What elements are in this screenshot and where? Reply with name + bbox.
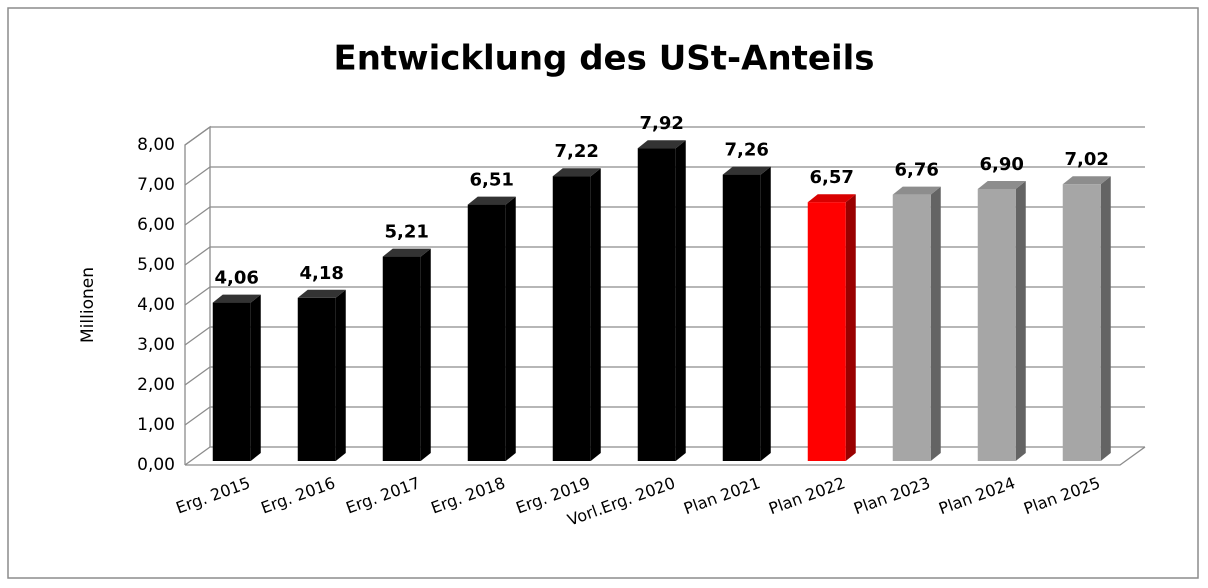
bar-side [590,168,601,461]
bar-side [335,289,346,461]
chart-title: Entwicklung des USt-Anteils [333,39,874,79]
value-label: 7,92 [640,113,684,134]
bar-top [382,248,431,257]
value-label: 7,26 [725,140,769,161]
value-label: 6,51 [470,170,514,191]
bar-top [892,186,941,195]
grid-line [184,166,1145,186]
value-label: 6,90 [980,154,1024,175]
bar [552,176,591,461]
bar [1062,184,1101,461]
value-label: 5,21 [385,222,429,243]
bar-top [637,140,686,149]
bar [382,256,421,461]
bar-side [930,186,941,461]
bar-side [845,194,856,461]
value-label: 6,76 [895,160,939,181]
y-tick-label: 4,00 [137,295,175,315]
bar-side [505,196,516,461]
grid-line [184,126,1145,146]
floor [185,446,1146,466]
bar-side [760,166,771,461]
bar-side [1100,176,1111,461]
bar-top [297,289,346,298]
bar-side [420,248,431,461]
bar-top [807,194,856,203]
bar-side [1015,181,1026,461]
y-tick-label: 7,00 [137,175,175,195]
bar-top [1062,176,1111,185]
bar-top [722,166,771,175]
value-label: 6,57 [810,167,854,188]
bar [212,302,251,461]
bar [977,189,1016,461]
y-axis-label: Millionen [78,267,98,343]
y-tick-label: 2,00 [137,375,175,395]
bar-top [977,181,1026,189]
y-tick-label: 3,00 [137,335,175,355]
bar-top [212,294,261,303]
bar [892,194,931,461]
value-label: 7,22 [555,141,599,162]
bar [807,202,846,461]
bar [637,148,676,461]
value-label: 4,06 [215,268,259,289]
bar-top [552,168,601,177]
bar [297,297,336,461]
value-label: 7,02 [1065,149,1109,170]
y-tick-label: 1,00 [137,415,175,435]
y-tick-label: 8,00 [137,135,175,155]
value-label: 4,18 [300,263,344,284]
y-tick-label: 5,00 [137,255,175,275]
bar-side [250,294,261,461]
bar-side [675,140,686,461]
bar [722,174,761,461]
y-tick-label: 6,00 [137,215,175,235]
y-tick-label: 0,00 [137,455,175,475]
bar-top [467,196,516,205]
bar [467,204,506,461]
